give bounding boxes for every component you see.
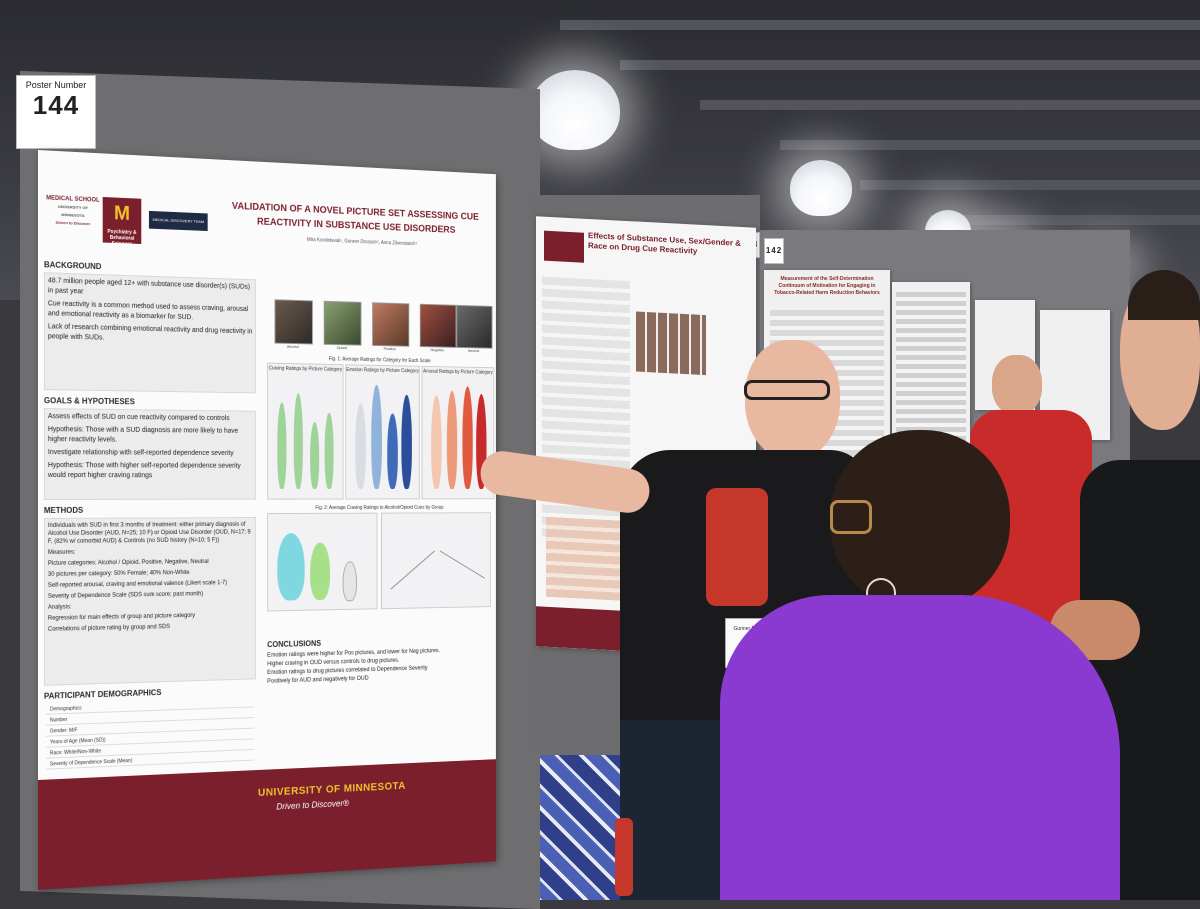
cue-picture-thumbnail [275, 299, 313, 344]
attendee-purple-shirt [720, 430, 1120, 900]
violin-mark [310, 542, 330, 600]
medical-discovery-team-logo: MEDICAL DISCOVERY TEAM [149, 211, 208, 231]
ceiling-beam [700, 100, 1200, 110]
ceiling-beam [620, 60, 1200, 70]
goals-item: Hypothesis: Those with a SUD diagnosis a… [48, 425, 253, 446]
poster-title: Measurement of the Self-Determination Co… [770, 276, 884, 297]
poster-number-label: Poster Number [17, 80, 95, 90]
violin-mark [447, 391, 457, 489]
methods-item: Measures: [48, 547, 253, 557]
goals-item: Hypothesis: Those with higher self-repor… [48, 461, 253, 481]
ceiling-light [530, 70, 620, 150]
university-m-logo: M Psychiatry & Behavioral Sciences [103, 197, 142, 244]
methods-item: Correlations of picture rating by group … [48, 621, 253, 633]
figure-caption: Fig. 2: Average Craving Ratings to Alcoh… [267, 505, 489, 511]
logo-tagline-text: Driven to Discover [56, 220, 91, 226]
picture-label: Alcohol [275, 344, 312, 350]
violin-mark [387, 413, 398, 489]
medical-school-logo: MEDICAL SCHOOL UNIVERSITY OF MINNESOTA D… [46, 194, 100, 228]
violin-mark [431, 395, 441, 489]
cue-picture-thumbnail [324, 301, 362, 346]
research-poster: MEDICAL SCHOOL UNIVERSITY OF MINNESOTA D… [38, 150, 496, 890]
logo-university-text: UNIVERSITY OF MINNESOTA [58, 204, 88, 218]
methods-item: Severity of Dependence Scale (SDS sum sc… [48, 590, 253, 601]
violin-mark [294, 393, 303, 489]
violin-mark [401, 395, 412, 489]
head [992, 355, 1042, 415]
footer-tagline: Driven to Discover® [276, 798, 349, 811]
poster-number: 144 [17, 90, 95, 121]
violin-mark [277, 533, 304, 601]
research-poster [892, 282, 970, 452]
background-item: 48.7 million people aged 12+ with substa… [48, 276, 253, 302]
background-item: Lack of research combining emotional rea… [48, 322, 253, 347]
emotion-chart: Emotion Ratings by Picture Category [345, 364, 419, 499]
background-box: 48.7 million people aged 12+ with substa… [44, 272, 256, 393]
purple-shirt [720, 595, 1120, 900]
violin-mark [355, 403, 366, 489]
methods-item: Analysis: [48, 600, 253, 612]
hair [1128, 270, 1200, 320]
violin-mark [310, 422, 319, 489]
ceiling-beam [930, 215, 1200, 225]
section-heading-demographics: PARTICIPANT DEMOGRAPHICS [44, 688, 161, 701]
methods-item: Regression for main effects of group and… [48, 611, 253, 623]
picture-label: Opioid [324, 345, 360, 351]
poster-number-sign: Poster Number 144 [16, 75, 96, 149]
section-heading-methods: METHODS [44, 506, 83, 515]
methods-item: 30 pictures per category: 50% Female; 40… [48, 568, 253, 579]
ceiling-beam [860, 180, 1200, 190]
violin-mark [343, 561, 357, 601]
methods-item: Picture categories: Alcohol / Opioid, Po… [48, 558, 253, 568]
goals-box: Assess effects of SUD on cue reactivity … [44, 408, 256, 500]
conclusions-list: Emotion ratings were higher for Pos pict… [267, 646, 489, 687]
chart-title: Craving Ratings by Picture Category [268, 366, 343, 373]
violin-mark [325, 413, 334, 489]
section-heading-background: BACKGROUND [44, 260, 101, 271]
methods-item: Individuals with SUD in first 3 months o… [48, 521, 253, 546]
picture-label: Negative [420, 347, 455, 352]
glasses-icon [830, 500, 872, 534]
section-heading-goals: GOALS & HYPOTHESES [44, 396, 135, 406]
chart-title: Emotion Ratings by Picture Category [346, 367, 419, 374]
demographics-table: Demographics Number Gender: M/F Years of… [44, 697, 256, 772]
cue-picture-thumbnail [372, 302, 409, 346]
ceiling-beam [780, 140, 1200, 150]
footer-university: UNIVERSITY OF MINNESOTA [258, 780, 406, 799]
poster-number-sign: 142 [764, 238, 784, 264]
poster-title: Effects of Substance Use, Sex/Gender & R… [588, 231, 748, 259]
floor-water-bottle [615, 818, 633, 896]
goals-item: Investigate relationship with self-repor… [48, 448, 253, 459]
methods-box: Individuals with SUD in first 3 months o… [44, 517, 256, 686]
logo-dept-text: Psychiatry & Behavioral Sciences [103, 229, 142, 248]
picture-label: Positive [372, 346, 407, 352]
regression-line [391, 551, 435, 589]
poster-number: 142 [765, 246, 783, 255]
ceiling-beam [560, 20, 1200, 30]
logo-school-text: MEDICAL SCHOOL [46, 195, 99, 203]
pointing-arm [478, 448, 652, 515]
university-m-logo [544, 231, 584, 263]
craving-by-group-chart [267, 513, 377, 612]
glasses-icon [744, 380, 830, 400]
cue-picture-thumbnail [420, 304, 457, 348]
ceiling-light [790, 160, 852, 216]
poster-title: VALIDATION OF A NOVEL PICTURE SET ASSESS… [221, 199, 489, 239]
goals-item: Assess effects of SUD on cue reactivity … [48, 412, 253, 424]
text-column [896, 292, 966, 442]
violin-mark [277, 402, 286, 489]
background-item: Cue reactivity is a common method used t… [48, 299, 253, 324]
craving-chart: Craving Ratings by Picture Category [267, 363, 343, 500]
section-heading-conclusions: CONCLUSIONS [267, 639, 321, 649]
methods-item: Self-reported arousal, craving and emoti… [48, 579, 253, 590]
violin-mark [371, 385, 382, 489]
